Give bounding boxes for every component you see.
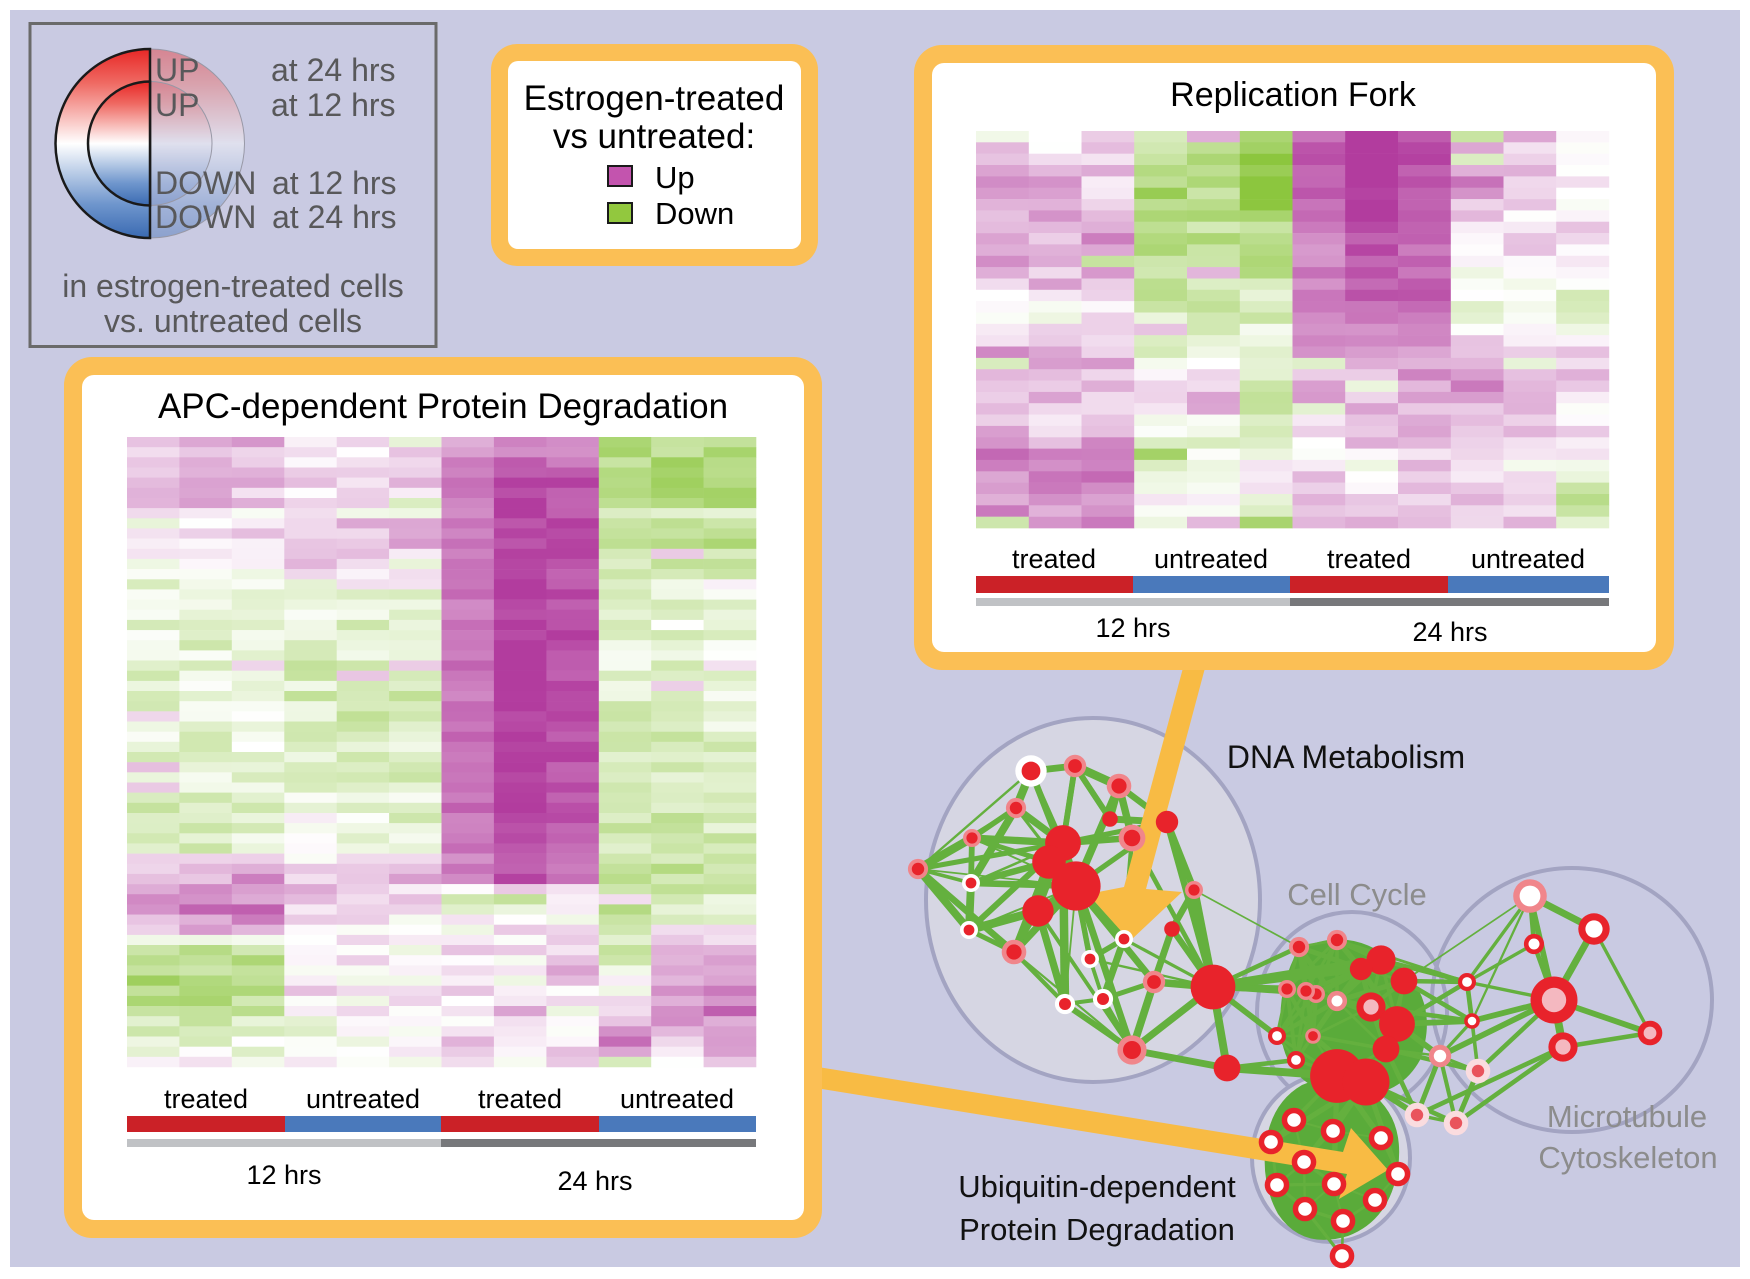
svg-text:DOWN: DOWN — [155, 199, 256, 235]
svg-text:untreated: untreated — [1154, 544, 1268, 574]
svg-text:Up: Up — [655, 160, 695, 195]
svg-text:treated: treated — [478, 1084, 562, 1114]
svg-text:Cell Cycle: Cell Cycle — [1287, 877, 1427, 912]
svg-text:APC-dependent Protein Degradat: APC-dependent Protein Degradation — [158, 387, 728, 426]
svg-text:at 12 hrs: at 12 hrs — [271, 87, 396, 123]
svg-text:DOWN: DOWN — [155, 165, 256, 201]
svg-text:Replication Fork: Replication Fork — [1170, 76, 1417, 114]
svg-text:Microtubule: Microtubule — [1547, 1099, 1707, 1134]
svg-text:treated: treated — [164, 1084, 248, 1114]
svg-text:vs. untreated cells: vs. untreated cells — [104, 303, 362, 339]
svg-text:Cytoskeleton: Cytoskeleton — [1538, 1140, 1717, 1175]
svg-text:Protein Degradation: Protein Degradation — [959, 1212, 1235, 1247]
svg-text:at 24 hrs: at 24 hrs — [272, 199, 397, 235]
svg-text:at 12 hrs: at 12 hrs — [272, 165, 397, 201]
svg-text:in estrogen-treated cells: in estrogen-treated cells — [62, 268, 404, 304]
svg-text:vs untreated:: vs untreated: — [553, 117, 755, 156]
svg-text:Down: Down — [655, 196, 734, 231]
svg-text:UP: UP — [155, 87, 199, 123]
svg-text:Estrogen-treated: Estrogen-treated — [524, 79, 785, 118]
svg-text:treated: treated — [1012, 544, 1096, 574]
svg-text:12 hrs: 12 hrs — [246, 1160, 321, 1190]
svg-text:Ubiquitin-dependent: Ubiquitin-dependent — [958, 1169, 1236, 1204]
svg-text:12 hrs: 12 hrs — [1095, 613, 1170, 643]
svg-text:untreated: untreated — [1471, 544, 1585, 574]
svg-text:24 hrs: 24 hrs — [1412, 617, 1487, 647]
svg-text:24 hrs: 24 hrs — [557, 1166, 632, 1196]
svg-text:at 24 hrs: at 24 hrs — [271, 52, 396, 88]
svg-text:untreated: untreated — [620, 1084, 734, 1114]
svg-text:UP: UP — [155, 52, 199, 88]
svg-text:DNA Metabolism: DNA Metabolism — [1227, 739, 1465, 775]
svg-text:untreated: untreated — [306, 1084, 420, 1114]
svg-text:treated: treated — [1327, 544, 1411, 574]
